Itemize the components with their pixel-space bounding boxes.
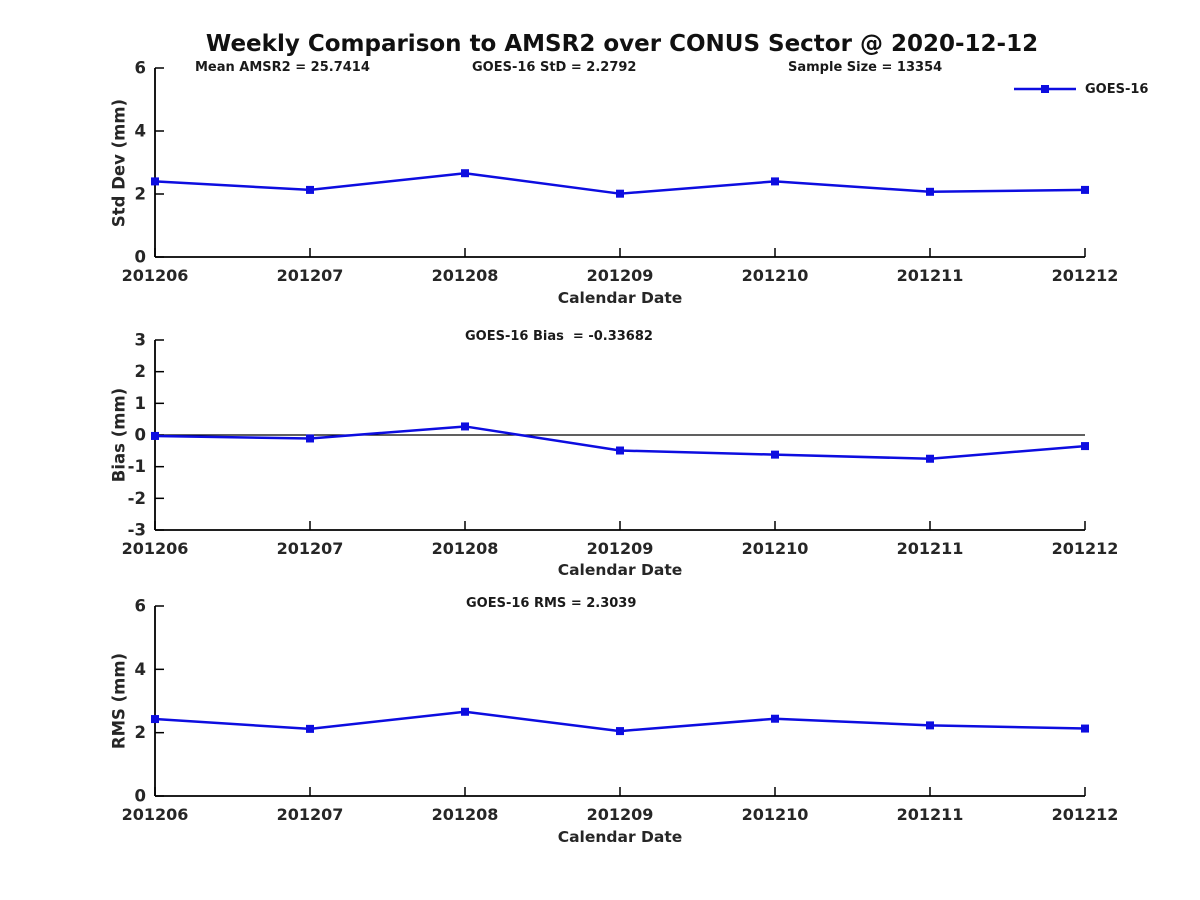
x-tick-label: 201208 — [432, 805, 499, 824]
data-point — [461, 707, 469, 716]
y-tick-label: 0 — [135, 248, 146, 267]
data-point — [461, 422, 469, 431]
y-tick-label: -2 — [128, 489, 146, 508]
x-tick-label: 201211 — [897, 266, 964, 285]
data-point — [616, 727, 624, 736]
legend: GOES-16 — [1013, 81, 1148, 97]
data-point — [926, 187, 934, 196]
x-tick-label: 201211 — [897, 539, 964, 558]
y-axis-label-rms: RMS (mm) — [109, 652, 129, 750]
data-point — [306, 434, 314, 443]
y-tick-label: 2 — [135, 185, 146, 204]
data-point — [1081, 185, 1089, 194]
y-tick-label: 0 — [135, 787, 146, 806]
x-axis-label-2: Calendar Date — [557, 561, 683, 579]
legend-line-marker-icon — [1014, 85, 1076, 93]
data-point — [461, 169, 469, 178]
x-tick-label: 201210 — [742, 266, 809, 285]
data-point — [616, 189, 624, 198]
data-point — [771, 450, 779, 459]
data-point — [1081, 724, 1089, 733]
x-tick-label: 201206 — [122, 805, 189, 824]
data-point — [1081, 442, 1089, 451]
x-tick-label: 201212 — [1052, 805, 1119, 824]
x-tick-label: 201212 — [1052, 539, 1119, 558]
annotation-sample-size: Sample Size = 13354 — [788, 60, 943, 75]
page-title: Weekly Comparison to AMSR2 over CONUS Se… — [205, 31, 1039, 57]
x-axis-label-3: Calendar Date — [557, 828, 683, 846]
x-tick-label: 201210 — [742, 805, 809, 824]
y-axis-label-std-dev: Std Dev (mm) — [109, 98, 129, 228]
x-tick-label: 201209 — [587, 266, 654, 285]
y-tick-label: 3 — [135, 331, 146, 350]
y-tick-label: 1 — [135, 394, 146, 413]
y-tick-label: -1 — [128, 457, 146, 476]
y-tick-label: 0 — [135, 426, 146, 445]
x-tick-label: 201206 — [122, 266, 189, 285]
data-point — [306, 185, 314, 194]
y-axis-label-bias: Bias (mm) — [109, 387, 129, 483]
data-point — [771, 714, 779, 723]
x-tick-label: 201209 — [587, 805, 654, 824]
x-tick-label: 201207 — [277, 266, 344, 285]
data-point — [926, 721, 934, 730]
legend-label: GOES-16 — [1085, 81, 1149, 97]
x-tick-label: 201212 — [1052, 266, 1119, 285]
y-tick-label: 2 — [135, 723, 146, 742]
x-axis-label-1: Calendar Date — [557, 289, 683, 307]
annotation-goes16-bias: GOES-16 Bias = -0.33682 — [465, 329, 653, 344]
data-point — [151, 715, 159, 724]
y-tick-label: 2 — [135, 362, 146, 381]
data-point — [926, 454, 934, 463]
y-tick-label: 6 — [135, 597, 146, 616]
x-tick-label: 201211 — [897, 805, 964, 824]
data-point — [306, 724, 314, 733]
y-tick-label: 4 — [135, 122, 146, 141]
y-tick-label: -3 — [128, 521, 146, 540]
data-point — [151, 177, 159, 186]
x-tick-label: 201207 — [277, 805, 344, 824]
annotation-mean-amsr2: Mean AMSR2 = 25.7414 — [195, 60, 370, 75]
data-point — [616, 446, 624, 455]
x-tick-label: 201208 — [432, 539, 499, 558]
annotation-goes16-rms: GOES-16 RMS = 2.3039 — [466, 596, 637, 611]
y-tick-label: 6 — [135, 59, 146, 78]
data-point — [151, 431, 159, 440]
y-tick-label: 4 — [135, 660, 146, 679]
x-tick-label: 201210 — [742, 539, 809, 558]
x-tick-label: 201206 — [122, 539, 189, 558]
x-tick-label: 201209 — [587, 539, 654, 558]
x-tick-label: 201208 — [432, 266, 499, 285]
annotation-goes16-std: GOES-16 StD = 2.2792 — [472, 60, 637, 75]
data-point — [771, 177, 779, 186]
x-tick-label: 201207 — [277, 539, 344, 558]
